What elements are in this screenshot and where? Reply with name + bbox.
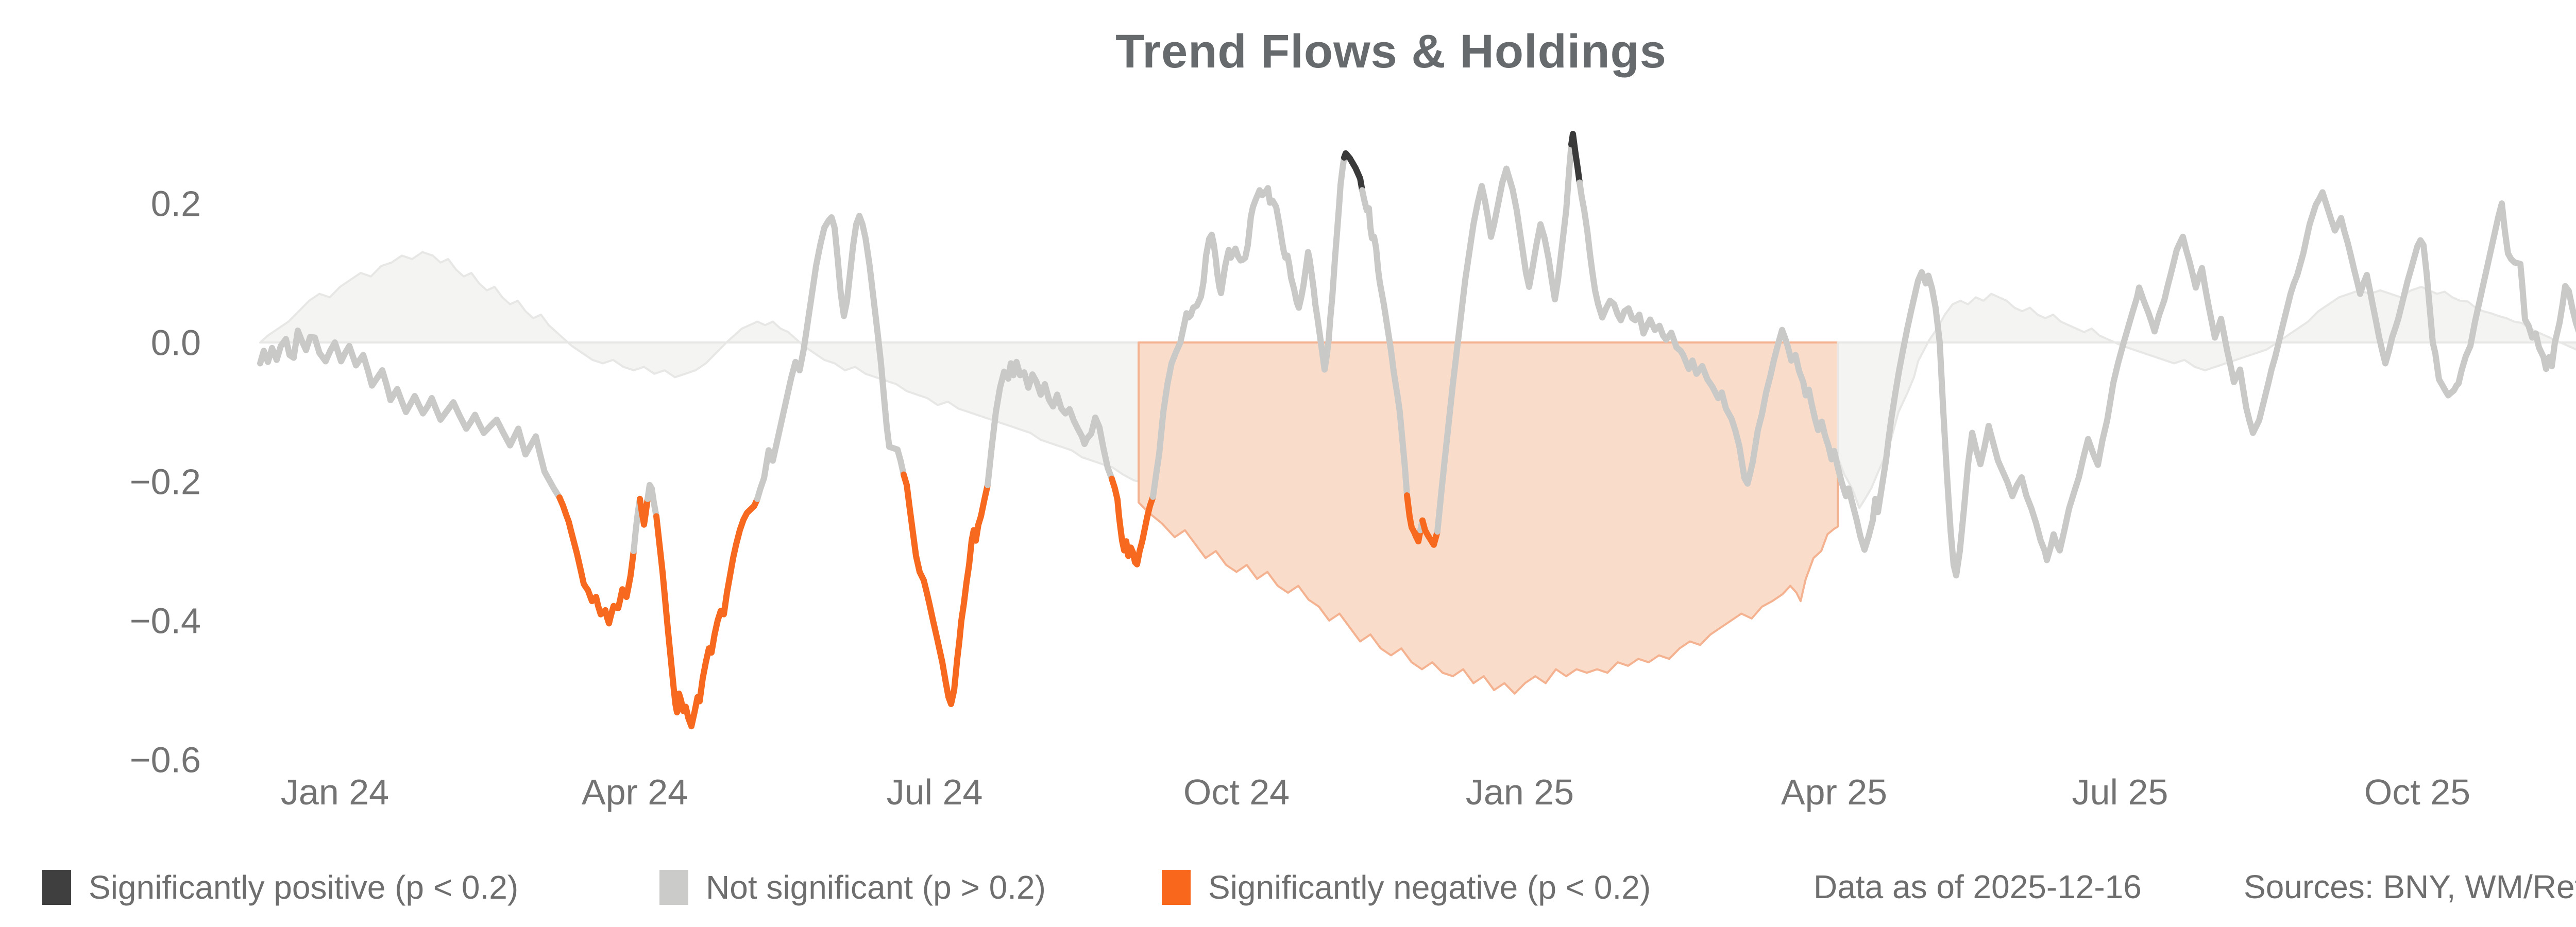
x-tick-label: Jul 24 xyxy=(887,772,983,812)
flows-line-negative xyxy=(556,494,637,627)
legend: Significantly positive (p < 0.2) Not sig… xyxy=(0,868,2576,915)
flows-line-not-significant xyxy=(645,482,659,520)
data-as-of-note: Data as of 2025-12-16 xyxy=(1814,868,2142,905)
x-tick-label: Apr 25 xyxy=(1781,772,1887,812)
negative-swatch-icon xyxy=(1162,870,1191,905)
flows-line-not-significant xyxy=(1150,154,1347,500)
flows-line-not-significant xyxy=(1434,141,1574,535)
x-tick-label: Oct 25 xyxy=(2364,772,2470,812)
legend-label: Not significant (p > 0.2) xyxy=(706,869,1046,906)
y-tick-label: −0.2 xyxy=(130,462,201,502)
flows-line-positive xyxy=(1568,131,1583,186)
flows-line-positive xyxy=(1341,150,1365,194)
holdings-area-not-significant xyxy=(259,251,1140,483)
y-tick-label: −0.6 xyxy=(130,740,201,780)
flows-line-negative xyxy=(1404,492,1423,545)
holdings-area-significantly-negative xyxy=(1138,341,1839,695)
y-tick-label: 0.0 xyxy=(151,323,201,363)
sources-note: Sources: BNY, WM/Refinitiv xyxy=(2244,868,2576,905)
x-axis-tick-labels: Jan 24 Apr 24 Jul 24 Oct 24 Jan 25 Apr 25 Jul … xyxy=(281,772,2470,812)
legend-item-significantly-positive: Significantly positive (p < 0.2) xyxy=(42,868,518,906)
flows-line-not-significant xyxy=(257,328,563,501)
flows-line-negative xyxy=(901,471,991,707)
x-tick-label: Oct 24 xyxy=(1183,772,1290,812)
flows-line-not-significant xyxy=(754,213,907,502)
y-tick-label: −0.4 xyxy=(130,601,201,641)
x-tick-label: Apr 24 xyxy=(582,772,688,812)
not-significant-swatch-icon xyxy=(659,870,688,905)
flows-line-negative xyxy=(1419,517,1440,548)
holdings-area-group xyxy=(259,251,2576,695)
x-tick-label: Jan 25 xyxy=(1466,772,1574,812)
flows-line-not-significant xyxy=(1577,179,2576,579)
flows-line-negative xyxy=(1109,475,1156,568)
y-axis-tick-labels: 0.2 0.0 −0.2 −0.4 −0.6 xyxy=(130,184,201,780)
flows-line-not-significant xyxy=(985,358,1115,488)
flows-line-not-significant xyxy=(1359,187,1410,499)
flows-line-negative xyxy=(653,495,760,730)
legend-item-significantly-negative: Significantly negative (p < 0.2) xyxy=(1162,868,1651,906)
legend-label: Significantly positive (p < 0.2) xyxy=(89,869,519,906)
y-tick-label: 0.2 xyxy=(151,184,201,224)
flows-line-group xyxy=(257,131,2576,730)
legend-label: Significantly negative (p < 0.2) xyxy=(1208,869,1651,906)
x-tick-label: Jul 25 xyxy=(2072,772,2168,812)
chart-title: Trend Flows & Holdings xyxy=(1115,25,1667,78)
x-tick-label: Jan 24 xyxy=(281,772,389,812)
legend-item-not-significant: Not significant (p > 0.2) xyxy=(659,868,1046,906)
flows-line-negative xyxy=(637,495,651,528)
positive-swatch-icon xyxy=(42,870,71,905)
